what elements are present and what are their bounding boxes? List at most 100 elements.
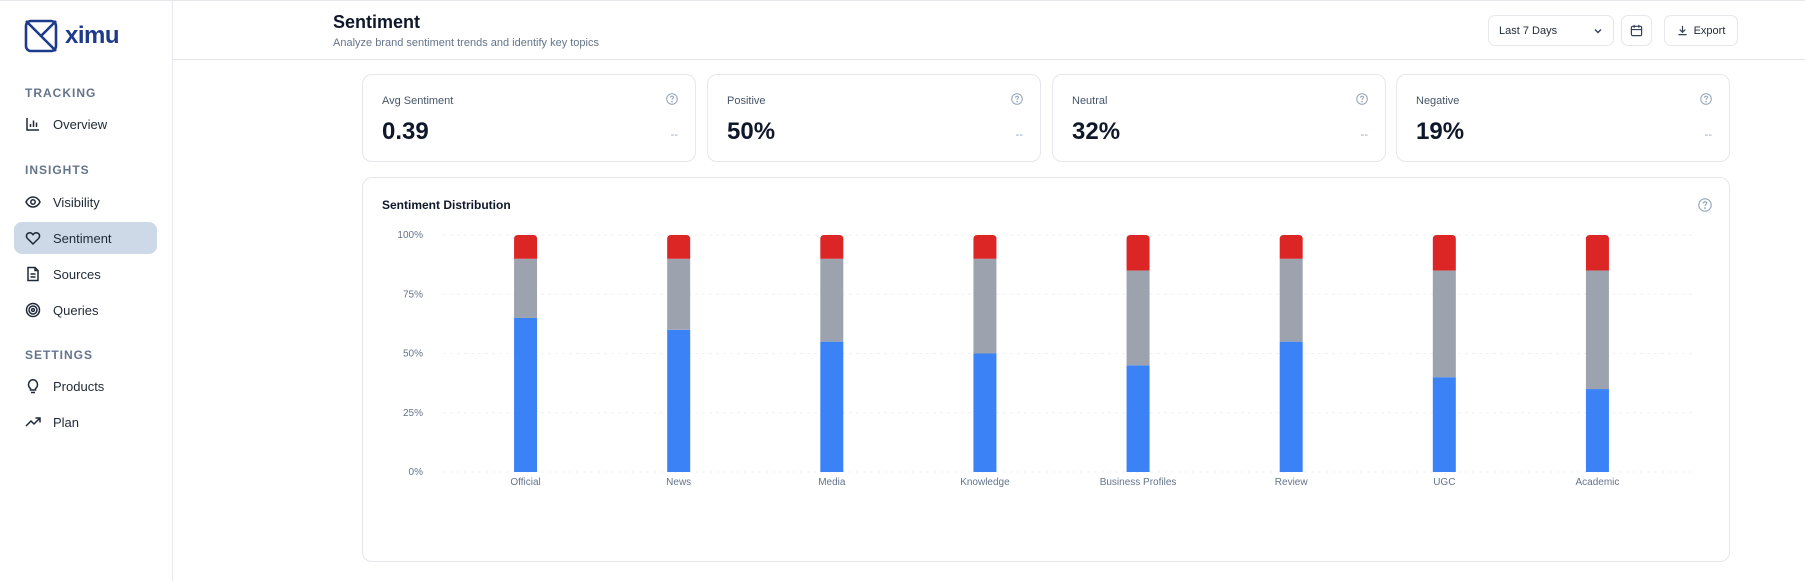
stat-delta: -- — [670, 129, 678, 141]
bar-segment[interactable] — [514, 235, 538, 259]
sentiment-distribution-card: 0% 25% 50% 75% 100% Official News Media Knowledg… — [362, 177, 1730, 562]
bar-segment[interactable] — [1279, 258, 1303, 342]
stat-delta: -- — [1015, 129, 1023, 141]
sidebar-item-plan[interactable]: Plan — [14, 406, 157, 438]
bar-segment[interactable] — [514, 317, 538, 472]
bar-segment[interactable] — [1279, 235, 1303, 259]
bar-segment[interactable] — [1432, 377, 1456, 472]
date-range-value: Last 7 Days — [1499, 24, 1558, 37]
y-tick-label: 0% — [409, 467, 424, 478]
help-icon[interactable] — [1700, 93, 1712, 105]
stat-delta: -- — [1360, 129, 1368, 141]
stat-card-positive: Positive 50% -- — [707, 74, 1041, 162]
bar-segment[interactable] — [1585, 270, 1609, 390]
bar-segment[interactable] — [514, 258, 538, 318]
x-tick-label: Academic — [1575, 477, 1619, 488]
section-title-tracking: TRACKING — [25, 86, 97, 100]
stat-value: 50% — [727, 118, 776, 145]
bar-chart-icon — [26, 118, 39, 131]
stat-value: 32% — [1072, 118, 1121, 145]
sidebar-item-sentiment[interactable]: Sentiment — [14, 222, 157, 254]
help-icon[interactable] — [1011, 93, 1023, 105]
y-tick-label: 25% — [403, 408, 423, 419]
section-title-settings: SETTINGS — [25, 348, 94, 362]
bar-segment[interactable] — [667, 329, 691, 472]
stat-label: Avg Sentiment — [382, 95, 454, 107]
eye-icon — [25, 196, 41, 208]
bar-segment[interactable] — [1126, 365, 1150, 472]
stat-label: Negative — [1416, 95, 1460, 107]
bar-segment[interactable] — [1126, 270, 1150, 366]
document-icon — [27, 266, 39, 282]
export-button[interactable]: Export — [1664, 15, 1738, 46]
stat-delta: -- — [1704, 129, 1712, 141]
logo-text: ximu — [65, 22, 120, 49]
bar-segment[interactable] — [1432, 270, 1456, 378]
heart-icon — [25, 232, 41, 246]
help-icon[interactable] — [1356, 93, 1368, 105]
bar-segment[interactable] — [1279, 341, 1303, 472]
download-icon — [1677, 25, 1687, 36]
ximu-logo-icon — [24, 19, 58, 53]
page-subtitle: Analyze brand sentiment trends and ident… — [333, 37, 599, 49]
date-range-select[interactable]: Last 7 Days — [1488, 15, 1614, 46]
chevron-down-icon — [1594, 28, 1602, 33]
sentiment-distribution-chart: 0% 25% 50% 75% 100% Official News Media Knowledg… — [397, 230, 1693, 488]
bar-segment[interactable] — [820, 258, 844, 342]
sidebar-item-visibility[interactable]: Visibility — [14, 186, 157, 218]
stat-value: 0.39 — [382, 118, 429, 145]
trending-up-icon — [25, 417, 41, 427]
bar-segment[interactable] — [820, 235, 844, 259]
stat-card-neutral: Neutral 32% -- — [1052, 74, 1386, 162]
calendar-button[interactable] — [1621, 15, 1652, 46]
y-tick-label: 100% — [397, 230, 423, 241]
sidebar-item-overview[interactable]: Overview — [14, 108, 157, 140]
bar-segment[interactable] — [667, 258, 691, 330]
stat-label: Neutral — [1072, 95, 1108, 107]
calendar-icon — [1630, 24, 1643, 37]
stat-label: Positive — [727, 95, 766, 107]
bar-segment[interactable] — [1126, 235, 1150, 271]
y-tick-label: 75% — [403, 289, 423, 300]
page-title: Sentiment — [333, 12, 421, 32]
sidebar: ximu TRACKING Overview INSIGHTS Visibili… — [0, 0, 173, 581]
x-tick-label: Business Profiles — [1100, 477, 1177, 488]
bar-segment[interactable] — [1585, 389, 1609, 472]
x-tick-label: Review — [1275, 477, 1309, 488]
y-tick-label: 50% — [403, 349, 423, 360]
bar-segment[interactable] — [820, 341, 844, 472]
sidebar-item-sources[interactable]: Sources — [14, 258, 157, 290]
bar-segment[interactable] — [973, 235, 997, 259]
bar-segment[interactable] — [1585, 235, 1609, 271]
x-tick-label: Official — [510, 477, 540, 488]
x-tick-label: News — [666, 477, 691, 488]
sidebar-item-queries[interactable]: Queries — [14, 294, 157, 326]
sidebar-item-label: Products — [53, 378, 105, 394]
x-tick-label: Media — [818, 477, 846, 488]
stat-card-avg-sentiment: Avg Sentiment 0.39 -- — [362, 74, 696, 162]
bar-segment[interactable] — [667, 235, 691, 259]
section-title-insights: INSIGHTS — [25, 163, 90, 177]
bar-segment[interactable] — [973, 353, 997, 473]
target-icon — [25, 302, 41, 318]
sidebar-item-label: Visibility — [53, 194, 100, 210]
help-icon[interactable] — [666, 93, 678, 105]
x-tick-label: UGC — [1433, 477, 1455, 488]
sidebar-item-label: Sentiment — [53, 230, 112, 246]
bar-segment[interactable] — [973, 258, 997, 354]
stat-card-negative: Negative 19% -- — [1396, 74, 1730, 162]
help-icon[interactable] — [1698, 198, 1712, 212]
sidebar-item-label: Overview — [53, 116, 108, 132]
x-tick-label: Knowledge — [960, 477, 1010, 488]
sidebar-item-label: Plan — [53, 414, 80, 430]
bar-segment[interactable] — [1432, 235, 1456, 271]
stat-value: 19% — [1416, 118, 1465, 145]
lightbulb-icon — [27, 379, 39, 394]
chart-title: Sentiment Distribution — [382, 198, 511, 212]
sidebar-item-label: Queries — [53, 302, 99, 318]
sidebar-item-products[interactable]: Products — [14, 370, 157, 402]
export-label: Export — [1693, 24, 1726, 37]
logo[interactable]: ximu — [24, 19, 120, 53]
page-header: Sentiment Analyze brand sentiment trends… — [173, 0, 1805, 60]
